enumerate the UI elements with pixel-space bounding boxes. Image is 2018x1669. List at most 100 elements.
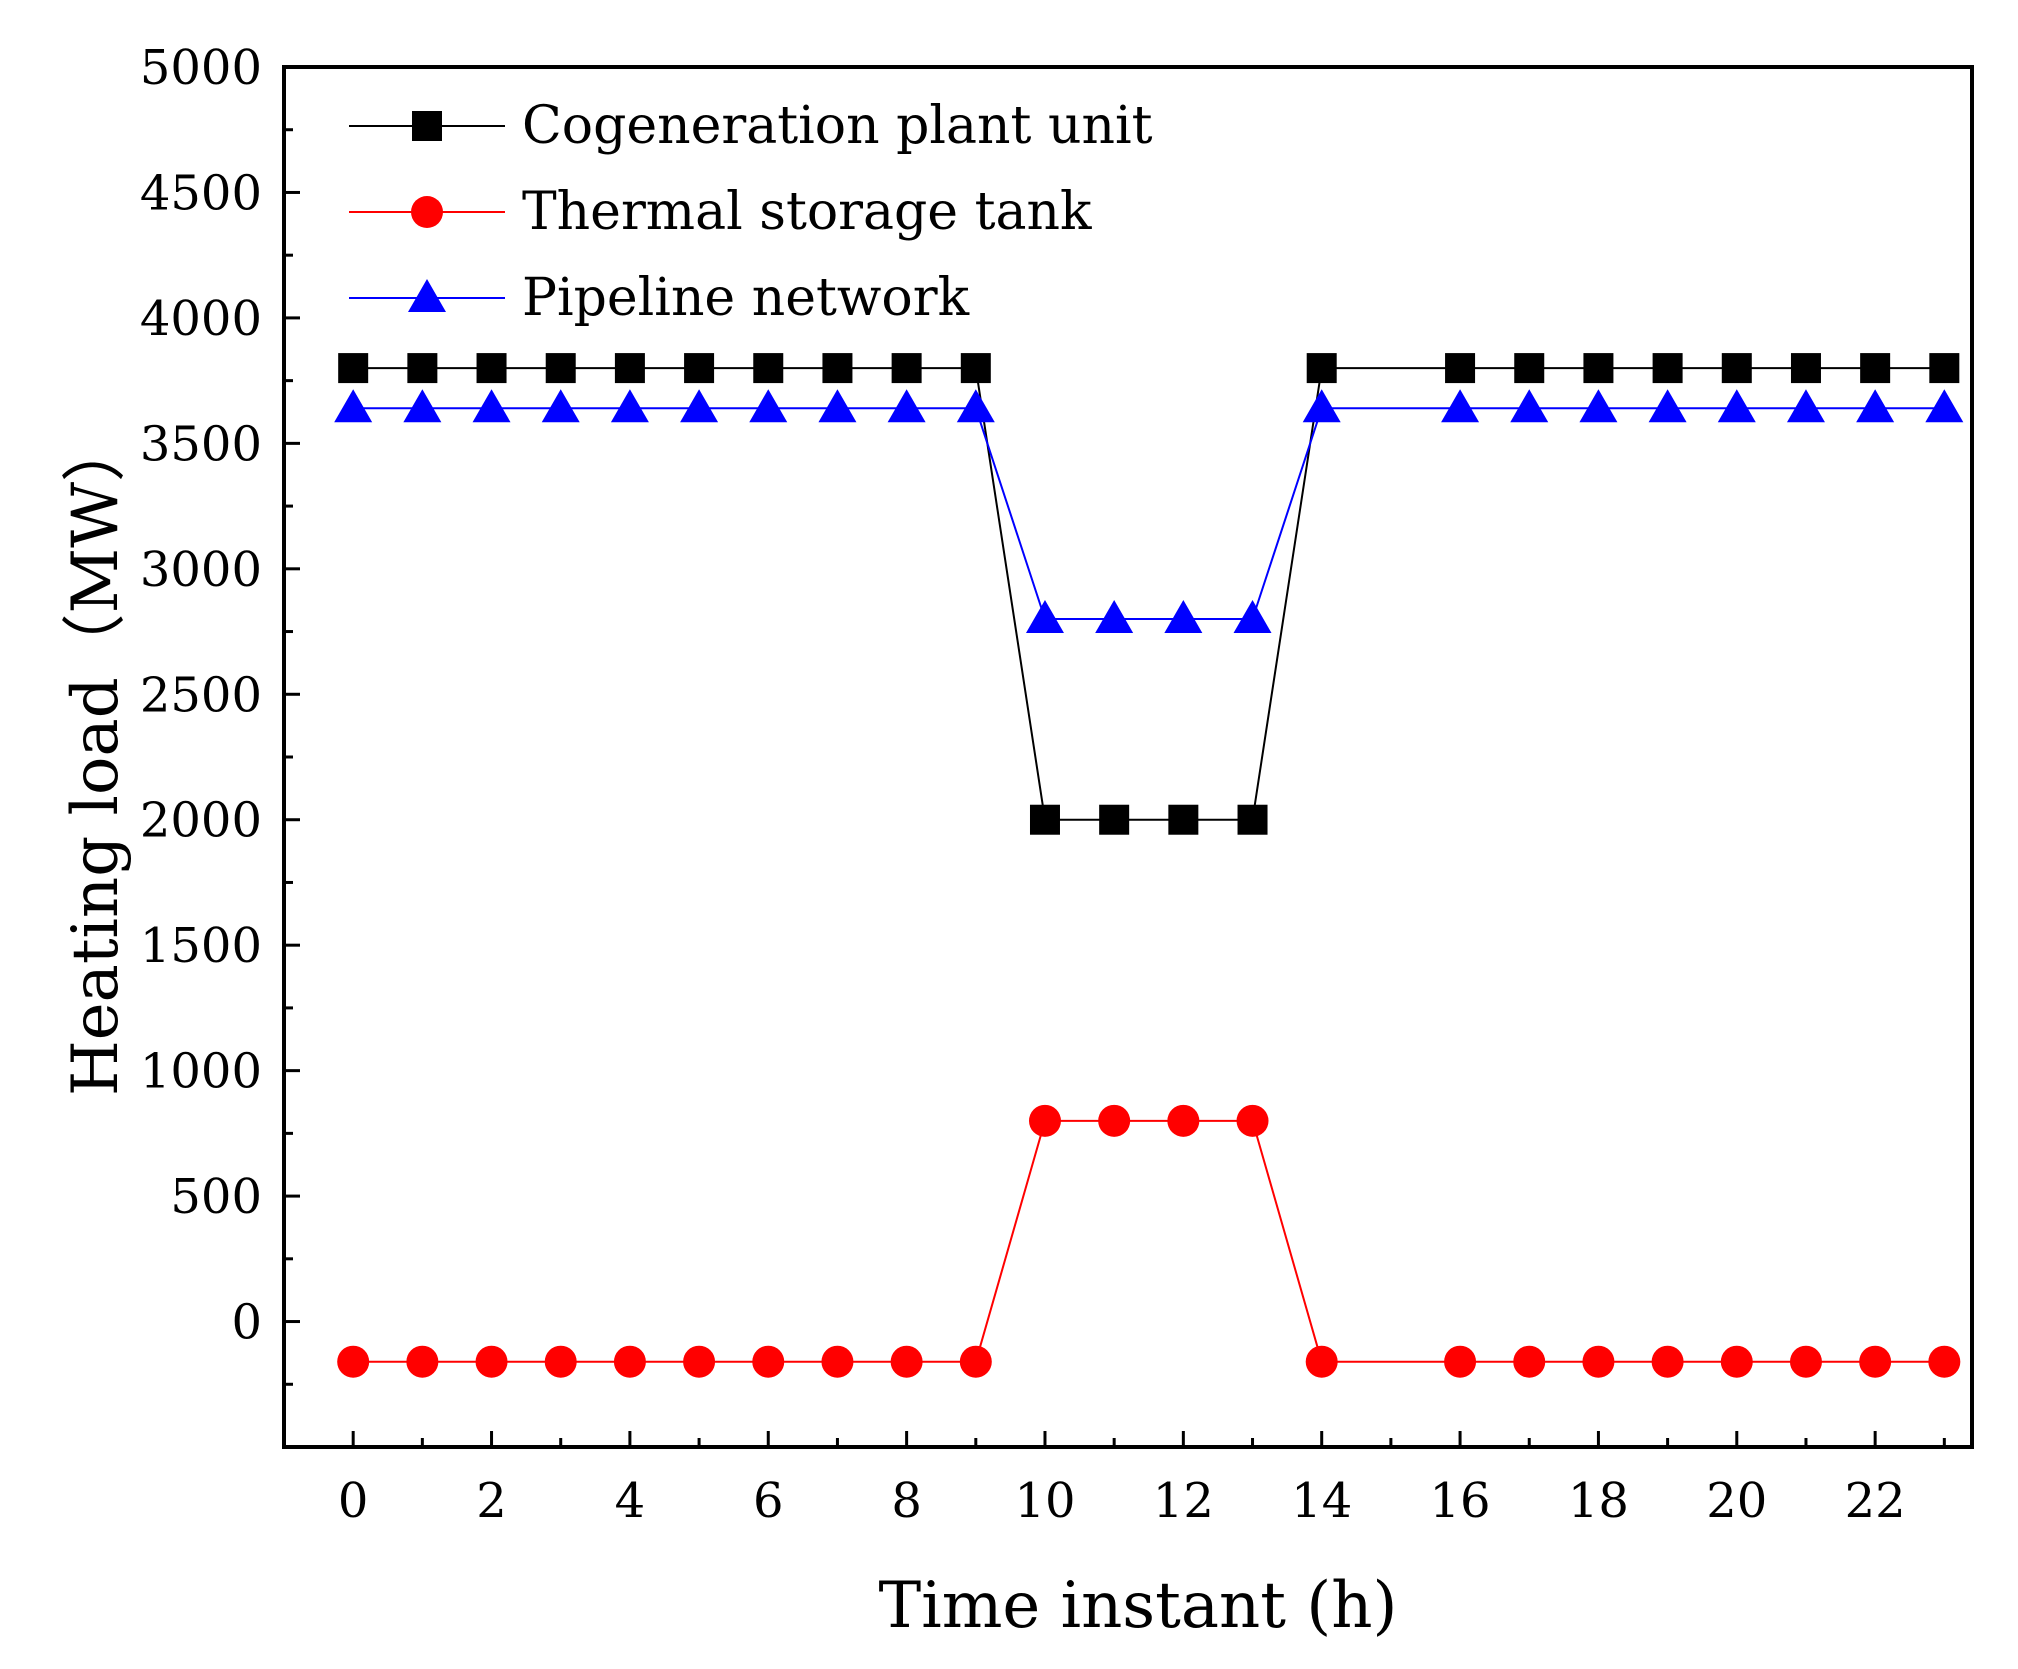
- triangle-marker: [403, 389, 442, 423]
- triangle-marker: [1925, 389, 1964, 423]
- y-tick-label: 1500: [140, 918, 262, 974]
- y-tick-label: 2000: [140, 793, 262, 849]
- circle-marker: [406, 1345, 439, 1378]
- square-marker: [753, 353, 784, 384]
- square-marker: [1721, 353, 1752, 384]
- triangle-marker: [408, 279, 446, 312]
- triangle-marker: [1441, 389, 1480, 423]
- circle-marker: [1513, 1345, 1546, 1378]
- square-marker: [684, 353, 715, 384]
- triangle-marker: [887, 389, 926, 423]
- x-tick-label: 2: [476, 1473, 507, 1529]
- triangle-marker: [1233, 600, 1272, 633]
- circle-marker: [1651, 1345, 1684, 1378]
- triangle-marker: [1856, 389, 1895, 423]
- square-marker: [338, 353, 369, 384]
- circle-marker: [1028, 1104, 1061, 1137]
- x-tick-label: 22: [1845, 1473, 1906, 1529]
- triangle-marker: [1095, 600, 1134, 633]
- triangle-marker: [1648, 389, 1687, 423]
- triangle-marker: [1510, 389, 1549, 423]
- square-marker: [1237, 804, 1268, 835]
- x-tick-label: 14: [1291, 1473, 1352, 1529]
- triangle-marker: [610, 389, 649, 423]
- triangle-marker: [472, 389, 511, 423]
- triangle-marker: [1579, 389, 1618, 423]
- circle-marker: [683, 1345, 716, 1378]
- triangle-marker: [1164, 600, 1203, 633]
- square-marker: [545, 353, 576, 384]
- square-marker: [1790, 353, 1821, 384]
- y-tick-label: 4500: [140, 165, 262, 221]
- x-tick-label: 10: [1014, 1473, 1075, 1529]
- y-tick-label: 0: [231, 1295, 262, 1351]
- square-marker: [614, 353, 645, 384]
- triangle-marker: [1786, 389, 1825, 423]
- circle-marker: [1098, 1104, 1131, 1137]
- triangle-marker: [541, 389, 580, 423]
- square-marker: [1514, 353, 1545, 384]
- square-marker: [476, 353, 507, 384]
- square-marker: [412, 111, 442, 141]
- triangle-marker: [680, 389, 719, 423]
- x-tick-label: 4: [615, 1473, 646, 1529]
- x-tick-label: 18: [1568, 1473, 1629, 1529]
- y-tick-label: 3500: [140, 416, 262, 472]
- square-marker: [1929, 353, 1960, 384]
- legend: Cogeneration plant unit Thermal storage t…: [349, 96, 1153, 328]
- y-tick-label: 500: [170, 1169, 262, 1225]
- triangle-marker: [818, 389, 857, 423]
- circle-marker: [1444, 1345, 1477, 1378]
- circle-marker: [337, 1345, 370, 1378]
- circle-marker: [1720, 1345, 1753, 1378]
- square-marker: [960, 353, 991, 384]
- circle-marker: [1928, 1345, 1961, 1378]
- circle-marker: [1859, 1345, 1892, 1378]
- square-marker: [891, 353, 922, 384]
- series-triangle: [334, 389, 1964, 633]
- circle-marker: [1582, 1345, 1615, 1378]
- square-marker: [1652, 353, 1683, 384]
- square-marker: [1860, 353, 1891, 384]
- series-line: [353, 1119, 1945, 1363]
- legend-item: Thermal storage tank: [349, 182, 1092, 242]
- x-tick-label: 6: [753, 1473, 784, 1529]
- triangle-marker: [1717, 389, 1756, 423]
- square-marker: [1168, 804, 1199, 835]
- square-marker: [1029, 804, 1060, 835]
- y-tick-label: 2500: [140, 667, 262, 723]
- circle-marker: [475, 1345, 508, 1378]
- data-series: [334, 353, 1964, 1378]
- series-line: [353, 407, 1945, 620]
- legend-item: Cogeneration plant unit: [349, 96, 1153, 156]
- circle-marker: [1236, 1104, 1269, 1137]
- legend-label: Pipeline network: [522, 268, 970, 328]
- circle-marker: [411, 196, 443, 228]
- circle-marker: [613, 1345, 646, 1378]
- circle-marker: [890, 1345, 923, 1378]
- series-line: [353, 367, 1945, 821]
- circle-marker: [959, 1345, 992, 1378]
- circle-marker: [752, 1345, 785, 1378]
- x-axis-title: Time instant (h): [879, 1569, 1398, 1643]
- square-marker: [407, 353, 438, 384]
- square-marker: [1099, 804, 1130, 835]
- y-tick-label: 4000: [140, 291, 262, 347]
- x-tick-label: 0: [338, 1473, 369, 1529]
- triangle-marker: [1302, 389, 1341, 423]
- x-tick-label: 8: [891, 1473, 922, 1529]
- y-tick-label: 1000: [140, 1044, 262, 1100]
- series-square: [338, 353, 1960, 835]
- triangle-marker: [956, 389, 995, 423]
- x-tick-label: 12: [1153, 1473, 1214, 1529]
- x-tick-label: 20: [1706, 1473, 1767, 1529]
- y-tick-label: 3000: [140, 542, 262, 598]
- x-tick-label: 16: [1430, 1473, 1491, 1529]
- legend-label: Cogeneration plant unit: [522, 96, 1153, 156]
- circle-marker: [1167, 1104, 1200, 1137]
- circle-marker: [1789, 1345, 1822, 1378]
- series-circle: [337, 1104, 1961, 1378]
- legend-label: Thermal storage tank: [522, 182, 1092, 242]
